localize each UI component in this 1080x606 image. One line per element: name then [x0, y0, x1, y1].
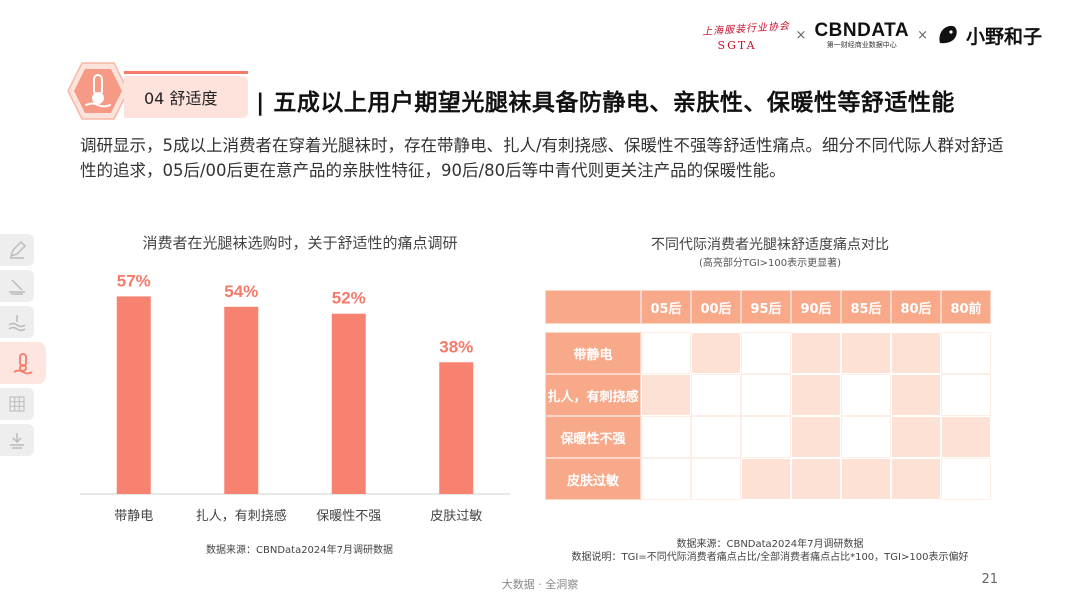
- heatmap-cell-0-3: [791, 332, 841, 374]
- logo-separator: ×: [917, 27, 928, 43]
- sgta-abbr: SGTA: [717, 39, 757, 52]
- heatmap-cell-0-5: [891, 332, 941, 374]
- heatmap-cell-3-6: [941, 458, 991, 500]
- category-label-2: 保暖性不强: [316, 509, 381, 524]
- logo-separator: ×: [795, 27, 807, 43]
- brand-name: 小野和子: [965, 25, 1042, 48]
- heatmap-title: 不同代际消费者光腿袜舒适度痛点对比: [651, 237, 889, 253]
- heatmap-cell-1-1: [691, 374, 741, 416]
- side-nav[interactable]: [0, 234, 48, 460]
- heatmap-column-header-4: 85后: [841, 290, 891, 324]
- category-label-0: 带静电: [114, 509, 153, 524]
- brand-logo: 小野和子: [936, 22, 1042, 49]
- bar-chart-svg: 57% 带静电 54% 扎人，有刺挠感 52% 保暖性不强 38% 皮肤过敏: [80, 271, 510, 524]
- heatmap-cell-2-4: [841, 416, 891, 458]
- heatmap-note: 数据说明：TGI=不同代际消费者痛点占比/全部消费者痛点占比*100，TGI>1…: [571, 552, 969, 563]
- thermometer-icon: [85, 74, 111, 108]
- heatmap-cell-0-4: [841, 332, 891, 374]
- heatmap-notes: 数据来源：CBNData2024年7月调研数据 数据说明：TGI=不同代际消费者…: [540, 538, 1000, 564]
- footer-tagline: 大数据 · 全洞察: [501, 578, 579, 591]
- heatmap-cell-2-2: [741, 416, 791, 458]
- heatmap-cell-3-5: [891, 458, 941, 500]
- nav-download-icon[interactable]: [0, 424, 34, 456]
- nav-stack-icon[interactable]: [0, 270, 34, 302]
- heatmap-corner-cell: [545, 290, 641, 324]
- heatmap-subtitle: (高亮部分TGI>100表示更显著): [698, 258, 842, 269]
- bar-value-label-3: 38%: [439, 337, 473, 356]
- section-tag: 04 舒适度: [124, 76, 248, 118]
- cbndata-sub: 第一财经商业数据中心: [826, 41, 897, 49]
- bar-chart-title: 消费者在光腿袜选购时，关于舒适性的痛点调研: [142, 234, 458, 252]
- heatmap-cell-1-5: [891, 374, 941, 416]
- nav-pencil-icon[interactable]: [0, 234, 34, 266]
- heatmap-cell-1-6: [941, 374, 991, 416]
- heatmap-column-header-0: 05后: [641, 290, 691, 324]
- heatmap-column-header-5: 80后: [891, 290, 941, 324]
- heatmap-cell-2-6: [941, 416, 991, 458]
- heatmap-cell-1-4: [841, 374, 891, 416]
- heatmap-cell-2-0: [641, 416, 691, 458]
- heatmap-row-label-1: 扎人，有刺挠感: [545, 374, 641, 416]
- category-label-1: 扎人，有刺挠感: [196, 508, 287, 524]
- heatmap-cell-0-6: [941, 332, 991, 374]
- heatmap-cell-0-2: [741, 332, 791, 374]
- page-number: 21: [981, 572, 998, 587]
- heatmap-cell-3-0: [641, 458, 691, 500]
- page-title: | 五成以上用户期望光腿袜具备防静电、亲肤性、保暖性等舒适性能: [256, 90, 955, 116]
- heatmap-column-header-2: 95后: [741, 290, 791, 324]
- heatmap-cell-2-1: [691, 416, 741, 458]
- heatmap-column-header-3: 90后: [791, 290, 841, 324]
- bar-chart-source: 数据来源：CBNData2024年7月调研数据: [206, 545, 394, 556]
- bar-3: [439, 362, 474, 494]
- generation-heatmap: 不同代际消费者光腿袜舒适度痛点对比 (高亮部分TGI>100表示更显著) 05后…: [540, 228, 1000, 568]
- heatmap-row-label-2: 保暖性不强: [545, 416, 641, 458]
- intro-paragraph: 调研显示，5成以上消费者在穿着光腿袜时，存在带静电、扎人/有刺挠感、保暖性不强等…: [80, 136, 1004, 180]
- heatmap-cell-3-4: [841, 458, 891, 500]
- heatmap-cell-1-0: [641, 374, 691, 416]
- bar-2: [331, 313, 366, 494]
- heatmap-cell-3-2: [741, 458, 791, 500]
- brand-mark-icon: [939, 25, 957, 44]
- bar-value-label-2: 52%: [332, 289, 366, 308]
- cbndata-name: CBNDATA: [814, 20, 910, 41]
- cbndata-logo: CBNDATA 第一财经商业数据中心: [814, 21, 909, 49]
- nav-grid-icon[interactable]: [0, 388, 34, 420]
- pain-point-bar-chart: 消费者在光腿袜选购时，关于舒适性的痛点调研 57% 带静电 54% 扎人，有刺挠感 52…: [80, 228, 520, 558]
- heatmap-cell-0-1: [691, 332, 741, 374]
- section-hex-badge: [66, 59, 130, 123]
- heatmap-column-header-1: 00后: [691, 290, 741, 324]
- sgta-logo: 上海服装行业协会 SGTA: [701, 18, 790, 52]
- heatmap-cell-2-3: [791, 416, 841, 458]
- bar-1: [224, 306, 259, 494]
- bar-value-label-1: 54%: [224, 282, 258, 301]
- heatmap-column-header-6: 80前: [941, 290, 991, 324]
- partner-logos: 上海服装行业协会 SGTA × CBNDATA 第一财经商业数据中心 × 小野和…: [701, 18, 1042, 52]
- category-label-3: 皮肤过敏: [430, 509, 482, 524]
- heatmap-cell-3-1: [691, 458, 741, 500]
- heatmap-cell-0-0: [641, 332, 691, 374]
- sgta-seal-text: 上海服装行业协会: [701, 20, 790, 38]
- heatmap-cell-2-5: [891, 416, 941, 458]
- bar-0: [116, 296, 151, 494]
- heatmap-cell-3-3: [791, 458, 841, 500]
- heatmap-cell-1-3: [791, 374, 841, 416]
- tag-accent-line: [124, 71, 248, 74]
- heatmap-source: 数据来源：CBNData2024年7月调研数据: [676, 539, 864, 550]
- nav-waves-icon[interactable]: [0, 306, 34, 338]
- heatmap-cell-1-2: [741, 374, 791, 416]
- heatmap-grid: 05后 00后 95后 90后 85后 80后 80前带静电 扎人，有刺挠感 保暖性不强 皮肤过敏: [545, 290, 991, 500]
- bar-value-label-0: 57%: [117, 271, 151, 290]
- heatmap-row-label-3: 皮肤过敏: [545, 458, 641, 500]
- heatmap-row-label-0: 带静电: [545, 332, 641, 374]
- nav-thermometer-icon[interactable]: [0, 342, 46, 384]
